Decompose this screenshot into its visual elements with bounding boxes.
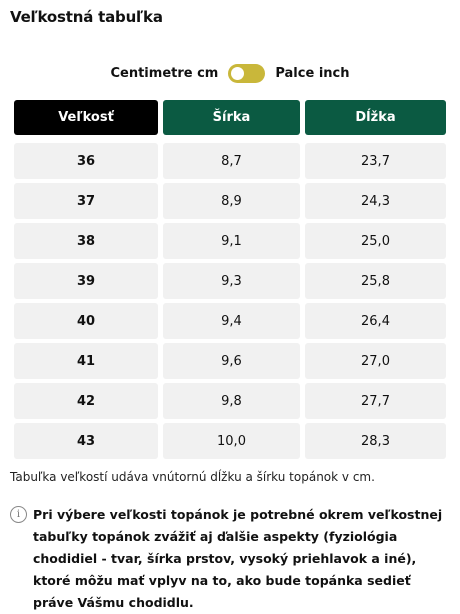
size-table: Veľkosť Šírka Dĺžka 36 8,7 23,7 37 8,9 2… (14, 100, 446, 459)
row-size: 41 (14, 343, 158, 379)
row-width: 9,6 (163, 343, 300, 379)
row-width: 9,8 (163, 383, 300, 419)
unit-toggle[interactable] (228, 63, 266, 83)
row-width: 9,4 (163, 303, 300, 339)
header-size: Veľkosť (14, 100, 158, 135)
row-width: 10,0 (163, 423, 300, 459)
row-width: 9,3 (163, 263, 300, 299)
row-width: 8,7 (163, 143, 300, 179)
row-size: 43 (14, 423, 158, 459)
row-width: 8,9 (163, 183, 300, 219)
toggle-knob (231, 66, 245, 80)
row-size: 38 (14, 223, 158, 259)
row-length: 25,8 (305, 263, 446, 299)
unit-label-cm[interactable]: Centimetre cm (110, 65, 219, 81)
row-length: 27,0 (305, 343, 446, 379)
unit-label-inch[interactable]: Palce inch (275, 65, 350, 81)
row-size: 40 (14, 303, 158, 339)
info-icon: i (10, 506, 27, 523)
row-size: 37 (14, 183, 158, 219)
row-length: 24,3 (305, 183, 446, 219)
unit-switcher: Centimetre cm Palce inch (0, 63, 460, 83)
info-box: i Pri výbere veľkosti topánok je potrebn… (10, 504, 450, 614)
header-width: Šírka (163, 100, 300, 135)
row-length: 27,7 (305, 383, 446, 419)
row-width: 9,1 (163, 223, 300, 259)
table-note: Tabuľka veľkostí udáva vnútornú dĺžku a … (10, 470, 375, 484)
row-size: 42 (14, 383, 158, 419)
row-size: 39 (14, 263, 158, 299)
row-length: 28,3 (305, 423, 446, 459)
row-size: 36 (14, 143, 158, 179)
row-length: 25,0 (305, 223, 446, 259)
info-text: Pri výbere veľkosti topánok je potrebné … (33, 507, 443, 610)
row-length: 23,7 (305, 143, 446, 179)
header-length: Dĺžka (305, 100, 446, 135)
row-length: 26,4 (305, 303, 446, 339)
page-title: Veľkostná tabuľka (10, 8, 163, 26)
